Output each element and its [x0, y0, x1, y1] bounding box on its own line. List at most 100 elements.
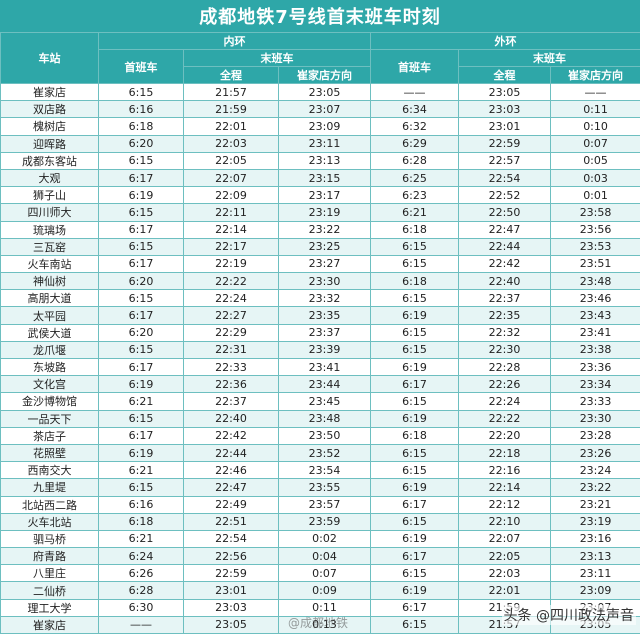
time-cell: 23:05	[458, 82, 552, 102]
time-cell: 22:40	[458, 272, 552, 291]
time-cell: 22:22	[458, 409, 552, 428]
table-row: 高朋大道 6:15 22:24 23:32 6:15 22:37 23:46	[0, 289, 640, 308]
time-cell: 23:30	[550, 409, 640, 428]
time-cell: 6:18	[370, 220, 460, 239]
time-cell: 6:29	[370, 134, 460, 153]
station-cell: 一品天下	[0, 409, 99, 428]
station-cell: 东坡路	[0, 357, 99, 377]
time-cell: 23:53	[550, 237, 640, 256]
station-cell: 驷马桥	[0, 529, 99, 549]
time-cell: 23:11	[277, 134, 372, 153]
time-cell: 22:01	[183, 117, 279, 136]
table-row: 双店路 6:16 21:59 23:07 6:34 23:03 0:11	[0, 100, 640, 119]
time-cell: 0:10	[550, 117, 640, 136]
time-cell: 23:25	[277, 237, 372, 256]
station-cell: 二仙桥	[0, 581, 99, 600]
time-cell: 22:54	[458, 168, 552, 188]
time-cell: 6:17	[98, 306, 184, 325]
time-cell: 6:17	[370, 375, 460, 394]
time-cell: 23:45	[277, 392, 372, 411]
time-cell: 23:24	[550, 461, 640, 480]
time-cell: 6:17	[370, 495, 460, 514]
time-cell: 23:48	[277, 409, 372, 428]
time-cell: 23:35	[277, 306, 372, 325]
time-cell: 22:44	[183, 443, 279, 463]
time-cell: 6:26	[98, 564, 184, 583]
time-cell: 22:57	[458, 151, 552, 170]
time-cell: 23:51	[550, 254, 640, 274]
time-cell: 6:19	[370, 529, 460, 549]
page-title: 成都地铁7号线首末班车时刻	[0, 0, 640, 32]
time-cell: 23:38	[550, 340, 640, 360]
time-cell: 6:15	[370, 254, 460, 274]
time-cell: ——	[550, 82, 640, 102]
station-cell: 迎晖路	[0, 134, 99, 153]
time-cell: 22:10	[458, 512, 552, 531]
station-cell: 八里庄	[0, 564, 99, 583]
time-cell: 23:43	[550, 306, 640, 325]
station-cell: 金沙博物馆	[0, 392, 99, 411]
time-cell: 23:55	[277, 478, 372, 497]
time-cell: 23:57	[277, 495, 372, 514]
station-cell: 太平园	[0, 306, 99, 325]
time-cell: 23:15	[277, 168, 372, 188]
time-cell: 22:17	[183, 237, 279, 256]
time-cell: 22:20	[458, 426, 552, 445]
time-cell: 6:18	[370, 272, 460, 291]
table-row: 槐树店 6:18 22:01 23:09 6:32 23:01 0:10	[0, 117, 640, 136]
table-row: 武侯大道 6:20 22:29 23:37 6:15 22:32 23:41	[0, 323, 640, 342]
table-row: 四川师大 6:15 22:11 23:19 6:21 22:50 23:58	[0, 203, 640, 222]
time-cell: 22:37	[458, 289, 552, 308]
table-row: 火车南站 6:17 22:19 23:27 6:15 22:42 23:51	[0, 254, 640, 274]
table-row: 龙爪堰 6:15 22:31 23:39 6:15 22:30 23:38	[0, 340, 640, 360]
time-cell: 6:20	[98, 323, 184, 342]
time-cell: ——	[98, 615, 184, 635]
time-cell: 23:37	[277, 323, 372, 342]
time-cell: 6:15	[98, 203, 184, 222]
time-cell: 22:49	[183, 495, 279, 514]
station-cell: 花照壁	[0, 443, 99, 463]
time-cell: 6:17	[370, 547, 460, 566]
time-cell: 6:15	[370, 340, 460, 360]
time-cell: 22:26	[458, 375, 552, 394]
station-cell: 四川师大	[0, 203, 99, 222]
time-cell: 22:07	[458, 529, 552, 549]
table-row: 文化宫 6:19 22:36 23:44 6:17 22:26 23:34	[0, 375, 640, 394]
time-cell: 22:59	[183, 564, 279, 583]
table-row: 成都东客站 6:15 22:05 23:13 6:28 22:57 0:05	[0, 151, 640, 170]
time-cell: 6:15	[370, 461, 460, 480]
table-row: 三瓦窑 6:15 22:17 23:25 6:15 22:44 23:53	[0, 237, 640, 256]
time-cell: 6:15	[98, 237, 184, 256]
time-cell: 23:44	[277, 375, 372, 394]
table-row: 花照壁 6:19 22:44 23:52 6:15 22:18 23:26	[0, 443, 640, 463]
time-cell: 23:41	[277, 357, 372, 377]
header-inner-full: 全程	[183, 66, 279, 84]
station-cell: 崔家店	[0, 82, 99, 102]
time-cell: 22:18	[458, 443, 552, 463]
watermark-right: 头条 @四川政法声音	[501, 605, 636, 625]
time-cell: 6:17	[98, 254, 184, 274]
table-row: 八里庄 6:26 22:59 0:07 6:15 22:03 23:11	[0, 564, 640, 583]
time-cell: 23:05	[277, 82, 372, 102]
table-row: 狮子山 6:19 22:09 23:17 6:23 22:52 0:01	[0, 186, 640, 205]
time-cell: 23:13	[277, 151, 372, 170]
station-cell: 琉璃场	[0, 220, 99, 239]
time-cell: 23:28	[550, 426, 640, 445]
time-cell: 22:54	[183, 529, 279, 549]
header-inner-to-cuijiadian: 崔家店方向	[277, 66, 372, 84]
time-cell: 23:19	[277, 203, 372, 222]
time-cell: 6:15	[370, 564, 460, 583]
time-cell: 23:59	[277, 512, 372, 531]
time-cell: 22:24	[458, 392, 552, 411]
time-cell: 23:09	[277, 117, 372, 136]
station-cell: 高朋大道	[0, 289, 99, 308]
time-cell: 6:15	[98, 340, 184, 360]
time-cell: 23:58	[550, 203, 640, 222]
time-cell: 22:36	[183, 375, 279, 394]
time-cell: 6:28	[370, 151, 460, 170]
station-cell: 火车南站	[0, 254, 99, 274]
time-cell: 6:15	[98, 82, 184, 102]
time-cell: 23:26	[550, 443, 640, 463]
time-cell: 6:15	[98, 409, 184, 428]
time-cell: 23:27	[277, 254, 372, 274]
